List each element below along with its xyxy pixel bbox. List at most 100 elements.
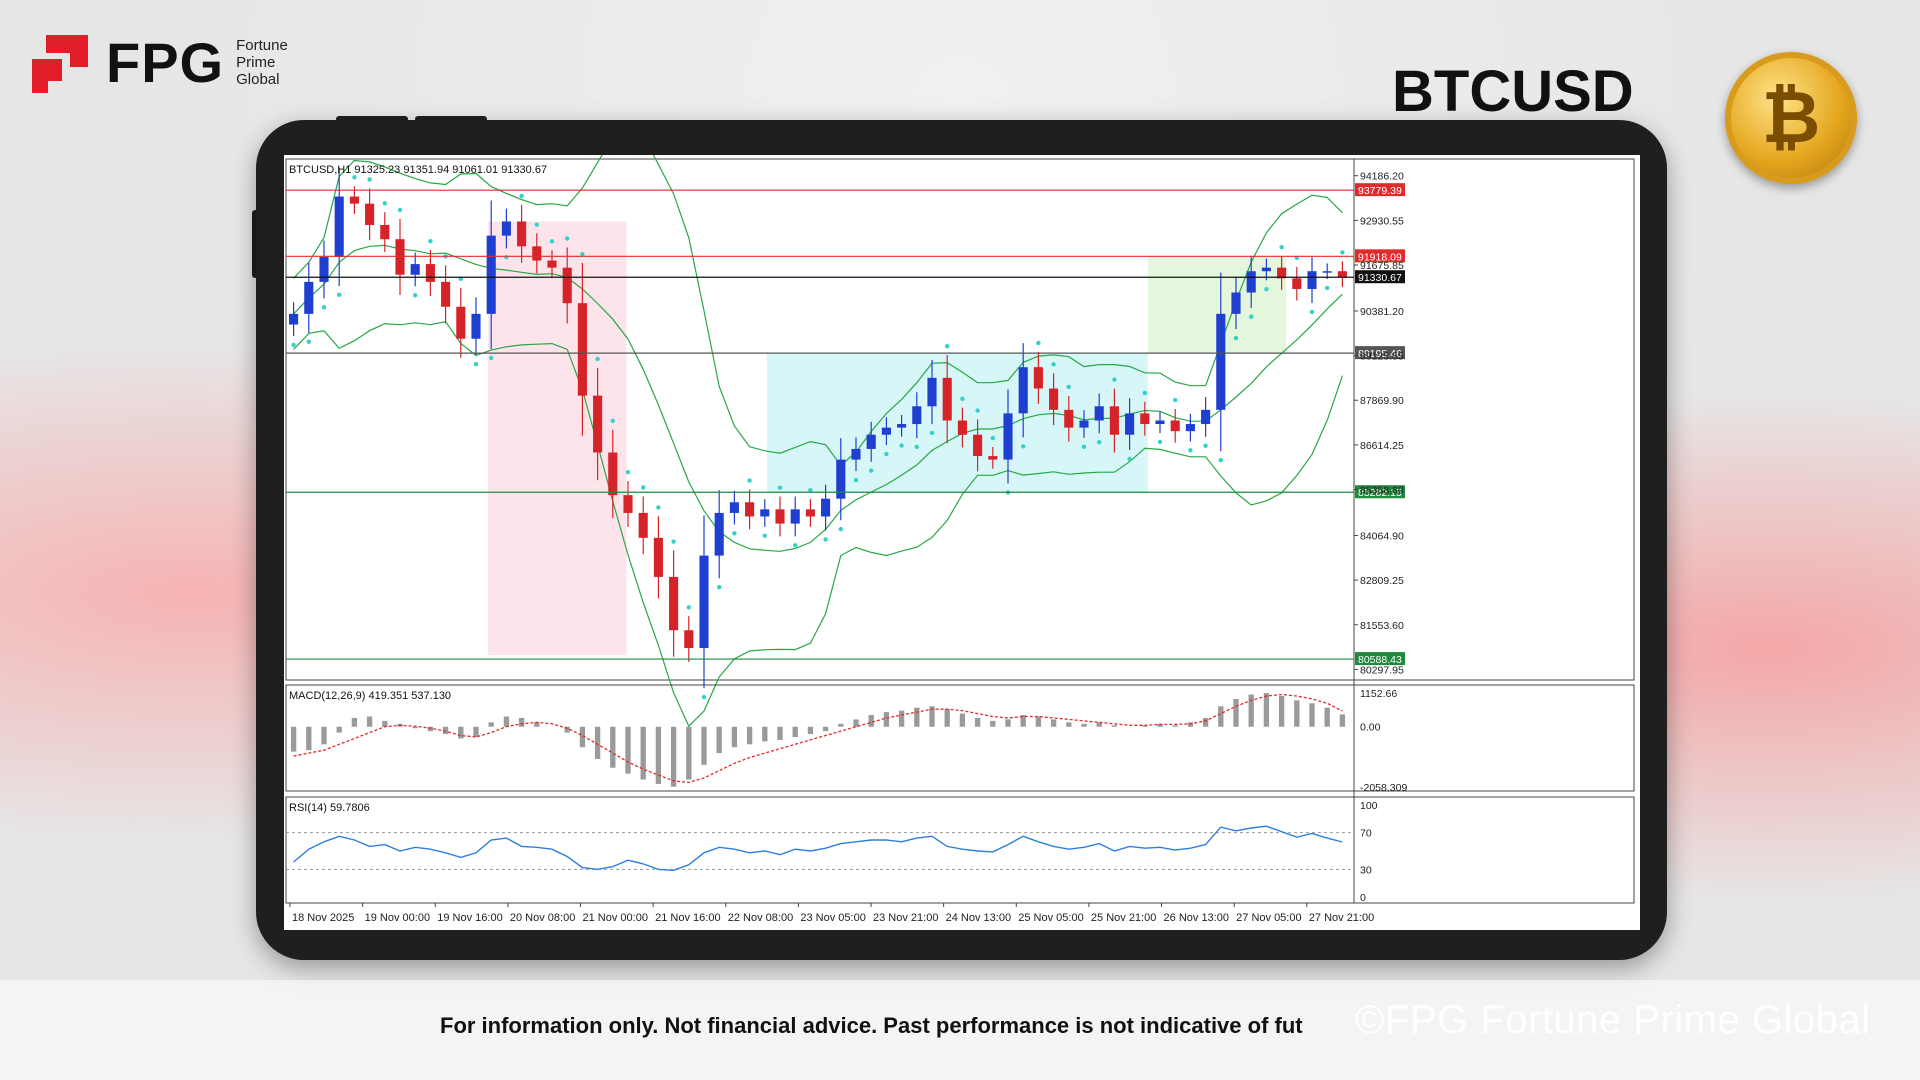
candle-body — [410, 264, 420, 275]
sar-dot — [1173, 397, 1178, 403]
logo-sub-line: Global — [236, 71, 280, 88]
candle-body — [1216, 313, 1226, 410]
sar-dot — [853, 477, 859, 483]
sar-dot — [747, 478, 752, 483]
bitcoin-coin-icon: ₿ — [1725, 52, 1857, 184]
fpg-logo: FPG Fortune Prime Global — [28, 30, 288, 95]
sar-dot — [610, 418, 615, 424]
time-tick-label: 21 Nov 00:00 — [583, 912, 648, 924]
candle-body — [745, 502, 755, 517]
level-price-label: 93779.39 — [1358, 185, 1402, 197]
sar-dot — [1340, 250, 1345, 255]
candle-body — [380, 224, 390, 240]
price-tick-label: 94186.20 — [1360, 171, 1404, 183]
time-tick-label: 26 Nov 13:00 — [1164, 912, 1229, 924]
sar-dot — [489, 355, 494, 361]
candle-body — [775, 509, 785, 524]
sar-dot — [899, 443, 904, 448]
level-price-label: 89195.46 — [1358, 348, 1402, 360]
bollinger-upper-band — [293, 155, 1343, 467]
candle-body — [395, 239, 405, 275]
candle-body — [319, 256, 329, 282]
rsi-line — [293, 825, 1343, 872]
candle-body — [593, 395, 603, 453]
sar-dot — [565, 236, 570, 241]
candle-body — [1292, 278, 1302, 289]
sar-dot — [1233, 335, 1239, 341]
sar-dot — [1066, 384, 1071, 390]
disclaimer-text: For information only. Not financial advi… — [440, 1013, 1303, 1038]
time-tick-label: 19 Nov 16:00 — [437, 912, 502, 924]
logo-subtitle: Fortune Prime Global — [236, 37, 288, 88]
sar-dot — [413, 292, 418, 298]
time-tick-label: 19 Nov 00:00 — [365, 912, 430, 924]
sar-dot — [960, 396, 965, 402]
sar-dot — [1112, 377, 1117, 382]
sar-dot — [1325, 285, 1330, 291]
logo-sub-line: Prime — [236, 54, 276, 71]
sar-dot — [428, 238, 433, 244]
candle-body — [1079, 420, 1089, 428]
rsi-tick-label: 70 — [1360, 828, 1372, 840]
macd-signal-line — [293, 693, 1343, 784]
sar-dot — [884, 451, 889, 457]
sar-dot — [838, 526, 843, 532]
sar-dot — [823, 537, 828, 542]
price-tick-label: 81553.60 — [1360, 620, 1404, 632]
sar-dot — [1309, 309, 1315, 315]
main-price-panel: 93779.39 91918.09 91330.67 89195.46 85282.15… — [285, 155, 1635, 903]
candle-body — [1125, 413, 1135, 435]
candle-body — [1231, 292, 1241, 314]
candle-body — [365, 203, 375, 225]
sar-dot — [580, 251, 585, 257]
highlight-zone — [766, 353, 1148, 493]
sar-dot — [1036, 340, 1041, 346]
level-price-tag — [1355, 183, 1405, 197]
sar-dot — [701, 694, 707, 700]
candle-body — [577, 303, 587, 396]
candle-body — [1064, 409, 1074, 428]
candle-body — [1003, 413, 1013, 460]
sar-dot — [717, 585, 722, 590]
candle-body — [441, 281, 451, 307]
sar-dot — [306, 339, 311, 344]
logo-sub-line: Fortune — [236, 37, 288, 54]
candle-body — [1170, 420, 1180, 432]
price-tick-label: 91675.85 — [1360, 260, 1404, 272]
sar-dot — [1203, 443, 1208, 448]
candle-body — [881, 427, 891, 435]
candle-body — [684, 630, 694, 649]
candle-body — [532, 246, 542, 261]
sar-dot — [929, 430, 935, 436]
sar-dot — [595, 356, 600, 362]
sar-dot — [549, 239, 555, 244]
sar-dot — [1142, 390, 1147, 396]
candle-body — [699, 555, 709, 649]
candle-body — [1140, 413, 1150, 425]
sar-dot — [990, 435, 995, 441]
sar-dot — [869, 468, 874, 473]
price-tick-label: 89125.55 — [1360, 351, 1404, 363]
bollinger-middle-band — [293, 244, 1343, 552]
candle-body — [1322, 271, 1332, 273]
symbol-title: BTCUSD — [1392, 59, 1634, 124]
time-tick-label: 27 Nov 21:00 — [1309, 912, 1374, 924]
candle-body — [836, 459, 846, 499]
main-chart-header: BTCUSD,H1 91325.23 91351.94 91061.01 913… — [289, 164, 547, 176]
footer-bar — [0, 980, 1920, 1080]
highlight-zone — [488, 221, 627, 656]
rsi-panel-frame — [285, 796, 1635, 904]
price-tick-label: 85358.60 — [1360, 485, 1404, 497]
level-price-tag — [1355, 652, 1405, 666]
sar-dot — [1097, 439, 1102, 445]
candle-body — [1277, 267, 1287, 279]
candle-body — [547, 260, 557, 268]
bollinger-lower-band — [293, 321, 1343, 728]
candle-body — [714, 512, 724, 556]
sar-dot — [519, 193, 524, 199]
candle-body — [1109, 406, 1119, 435]
sar-dot — [641, 485, 646, 490]
price-tick-label: 82809.25 — [1360, 575, 1404, 587]
time-tick-label: 22 Nov 08:00 — [728, 912, 793, 924]
candle-body — [1201, 409, 1211, 425]
